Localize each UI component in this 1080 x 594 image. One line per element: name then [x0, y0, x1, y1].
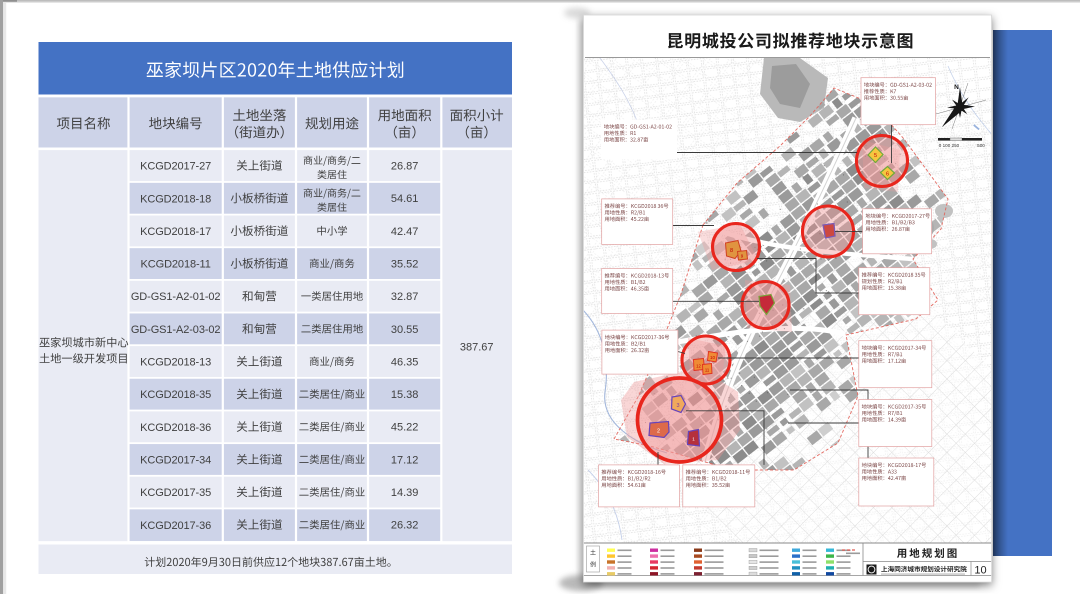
svg-text:KCGD2018-17: KCGD2018-17 [140, 226, 211, 238]
svg-text:26.87: 26.87 [391, 161, 419, 173]
svg-text:17.12: 17.12 [391, 454, 419, 466]
svg-text:11: 11 [705, 368, 710, 373]
svg-text:KCGD2017-34: KCGD2017-34 [140, 454, 211, 466]
svg-text:54.61: 54.61 [391, 193, 419, 205]
svg-text:5: 5 [874, 153, 877, 159]
svg-text:KCGD2017-36: KCGD2017-36 [140, 520, 211, 532]
svg-text:10: 10 [710, 355, 716, 360]
svg-text:GD-GS1-A2-03-02: GD-GS1-A2-03-02 [131, 324, 221, 336]
svg-text:45.22: 45.22 [391, 422, 419, 434]
svg-text:32.87: 32.87 [391, 291, 419, 303]
svg-text:KCGD2018-18: KCGD2018-18 [140, 193, 211, 205]
svg-text:9: 9 [741, 254, 744, 259]
svg-text:8: 8 [730, 248, 733, 254]
svg-text:3: 3 [676, 403, 679, 409]
svg-text:GD-GS1-A2-01-02: GD-GS1-A2-01-02 [131, 291, 221, 303]
svg-text:30.55: 30.55 [391, 324, 419, 336]
svg-text:2: 2 [657, 429, 660, 435]
svg-text:15.38: 15.38 [391, 389, 419, 401]
svg-text:42.47: 42.47 [391, 226, 419, 238]
svg-text:KCGD2017-35: KCGD2017-35 [140, 487, 211, 499]
svg-text:14.39: 14.39 [391, 487, 419, 499]
svg-text:1: 1 [692, 437, 695, 442]
svg-text:46.35: 46.35 [391, 356, 419, 368]
svg-text:KCGD2017-27: KCGD2017-27 [140, 161, 211, 173]
svg-text:35.52: 35.52 [391, 258, 419, 270]
svg-text:KCGD2018-35: KCGD2018-35 [140, 389, 211, 401]
svg-text:26.32: 26.32 [391, 520, 419, 532]
svg-text:KCGD2018-11: KCGD2018-11 [141, 259, 211, 271]
svg-text:10: 10 [974, 565, 986, 577]
svg-text:12: 12 [696, 364, 701, 369]
svg-text:387.67: 387.67 [460, 342, 494, 354]
svg-text:KCGD2018-13: KCGD2018-13 [140, 357, 211, 369]
svg-text:0 100 250: 0 100 250 [939, 143, 960, 148]
svg-text:N: N [954, 84, 959, 91]
svg-text:500: 500 [977, 143, 985, 148]
svg-text:KCGD2018-36: KCGD2018-36 [140, 422, 211, 434]
svg-text:6: 6 [886, 172, 889, 178]
